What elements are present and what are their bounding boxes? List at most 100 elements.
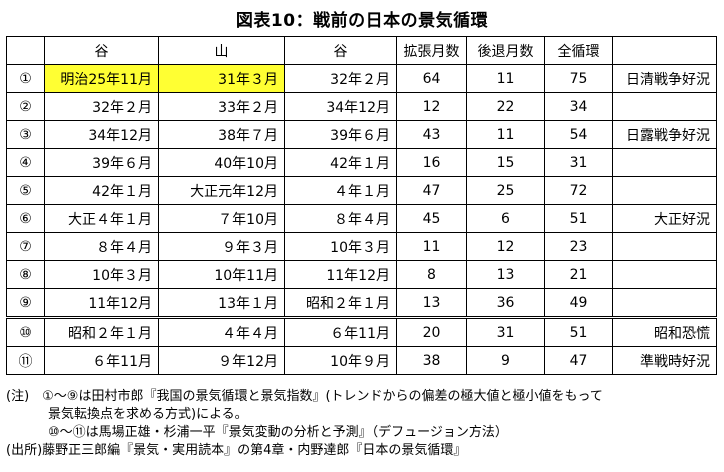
cell-expansion-months: 11 <box>396 232 467 261</box>
cell-note <box>612 288 717 318</box>
cell-peak: 31年３月 <box>158 64 285 93</box>
cell-peak: ４年４月 <box>158 316 285 347</box>
row-number: ⑩ <box>6 316 45 347</box>
cell-trough-end: 昭和２年１月 <box>284 288 397 318</box>
table-row: ⑨ 11年12月 13年１月 昭和２年１月 13 36 49 <box>6 288 717 318</box>
cell-peak: 40年10月 <box>158 148 285 177</box>
cell-recession-months: 9 <box>466 346 545 375</box>
cell-trough-start: 39年６月 <box>44 148 159 177</box>
table-row: ① 明治25年11月 31年３月 32年２月 64 11 75 日清戦争好況 <box>6 64 717 93</box>
cell-total-cycle: 75 <box>544 64 613 93</box>
cell-expansion-months: 45 <box>396 204 467 233</box>
cell-total-cycle: 23 <box>544 232 613 261</box>
header-number <box>6 36 45 65</box>
header-recession-months: 後退月数 <box>466 36 545 65</box>
cell-recession-months: 31 <box>466 316 545 347</box>
cell-trough-end: ８年４月 <box>284 204 397 233</box>
cell-total-cycle: 47 <box>544 346 613 375</box>
cell-trough-end: ４年１月 <box>284 176 397 205</box>
cell-expansion-months: 16 <box>396 148 467 177</box>
table-row: ⑩ 昭和２年１月 ４年４月 ６年11月 20 31 51 昭和恐慌 <box>6 316 717 347</box>
cell-peak: 大正元年12月 <box>158 176 285 205</box>
table-row: ⑧ 10年３月 10年11月 11年12月 8 13 21 <box>6 260 717 289</box>
table-row: ⑤ 42年１月 大正元年12月 ４年１月 47 25 72 <box>6 176 717 205</box>
cell-recession-months: 6 <box>466 204 545 233</box>
source-line: (出所)藤野正三郎編『景気・実用読本』の第4章・内野達郎『日本の景気循環』 <box>6 443 467 458</box>
header-expansion-months: 拡張月数 <box>396 36 467 65</box>
cell-expansion-months: 13 <box>396 288 467 318</box>
cell-note: 日清戦争好況 <box>612 64 717 93</box>
cell-note <box>612 260 717 289</box>
table-row: ② 32年２月 33年２月 34年12月 12 22 34 <box>6 92 717 121</box>
cell-expansion-months: 8 <box>396 260 467 289</box>
cell-trough-start: 42年１月 <box>44 176 159 205</box>
business-cycle-table: 谷 山 谷 拡張月数 後退月数 全循環 ① 明治25年11月 31年３月 32年２月 6… <box>6 36 717 375</box>
cell-trough-end: 10年３月 <box>284 232 397 261</box>
cell-total-cycle: 49 <box>544 288 613 318</box>
cell-note <box>612 232 717 261</box>
cell-recession-months: 12 <box>466 232 545 261</box>
cell-trough-start: ６年11月 <box>44 346 159 375</box>
cell-peak: 38年７月 <box>158 120 285 149</box>
cell-trough-end: 11年12月 <box>284 260 397 289</box>
cell-total-cycle: 21 <box>544 260 613 289</box>
cell-peak: ７年10月 <box>158 204 285 233</box>
cell-recession-months: 11 <box>466 120 545 149</box>
cell-trough-end: 42年１月 <box>284 148 397 177</box>
cell-trough-start: 明治25年11月 <box>44 64 159 93</box>
row-number: ⑪ <box>6 346 45 375</box>
cell-peak: ９年12月 <box>158 346 285 375</box>
header-trough-start: 谷 <box>44 36 159 65</box>
row-number: ⑨ <box>6 288 45 318</box>
footnotes: (注) ①～⑨は田村市郎『我国の景気循環と景気指数』(トレンドからの偏差の極大値… <box>6 388 718 460</box>
cell-note <box>612 92 717 121</box>
cell-trough-end: 34年12月 <box>284 92 397 121</box>
cell-trough-start: ８年４月 <box>44 232 159 261</box>
cell-note: 日露戦争好況 <box>612 120 717 149</box>
table-row: ⑪ ６年11月 ９年12月 10年９月 38 9 47 準戦時好況 <box>6 346 717 375</box>
cell-trough-end: 32年２月 <box>284 64 397 93</box>
cell-total-cycle: 34 <box>544 92 613 121</box>
cell-trough-end: 10年９月 <box>284 346 397 375</box>
table-row: ⑥ 大正４年１月 ７年10月 ８年４月 45 6 51 大正好況 <box>6 204 717 233</box>
cell-recession-months: 11 <box>466 64 545 93</box>
footnote-line: 景気転換点を求める方式)による。 <box>48 407 248 422</box>
row-number: ⑧ <box>6 260 45 289</box>
table-row: ⑦ ８年４月 ９年３月 10年３月 11 12 23 <box>6 232 717 261</box>
cell-trough-start: 大正４年１月 <box>44 204 159 233</box>
cell-recession-months: 25 <box>466 176 545 205</box>
cell-note <box>612 148 717 177</box>
cell-recession-months: 13 <box>466 260 545 289</box>
cell-total-cycle: 51 <box>544 204 613 233</box>
cell-expansion-months: 43 <box>396 120 467 149</box>
header-peak: 山 <box>158 36 285 65</box>
cell-expansion-months: 47 <box>396 176 467 205</box>
cell-expansion-months: 20 <box>396 316 467 347</box>
table-header-row: 谷 山 谷 拡張月数 後退月数 全循環 <box>6 36 717 65</box>
cell-recession-months: 22 <box>466 92 545 121</box>
row-number: ② <box>6 92 45 121</box>
cell-trough-start: 10年３月 <box>44 260 159 289</box>
page-title: 図表10：戦前の日本の景気循環 <box>235 11 489 31</box>
cell-peak: 10年11月 <box>158 260 285 289</box>
cell-total-cycle: 54 <box>544 120 613 149</box>
cell-recession-months: 36 <box>466 288 545 318</box>
row-number: ⑦ <box>6 232 45 261</box>
cell-recession-months: 15 <box>466 148 545 177</box>
cell-trough-start: 32年２月 <box>44 92 159 121</box>
cell-trough-start: 11年12月 <box>44 288 159 318</box>
cell-note <box>612 176 717 205</box>
row-number: ① <box>6 64 45 93</box>
cell-trough-start: 昭和２年１月 <box>44 316 159 347</box>
cell-note: 準戦時好況 <box>612 346 717 375</box>
footnote-line: (注) ①～⑨は田村市郎『我国の景気循環と景気指数』(トレンドからの偏差の極大値… <box>6 389 603 404</box>
row-number: ④ <box>6 148 45 177</box>
cell-expansion-months: 64 <box>396 64 467 93</box>
cell-expansion-months: 38 <box>396 346 467 375</box>
cell-peak: 13年１月 <box>158 288 285 318</box>
header-note <box>612 36 717 65</box>
cell-peak: 33年２月 <box>158 92 285 121</box>
cell-expansion-months: 12 <box>396 92 467 121</box>
cell-trough-end: ６年11月 <box>284 316 397 347</box>
header-total-cycle: 全循環 <box>544 36 613 65</box>
